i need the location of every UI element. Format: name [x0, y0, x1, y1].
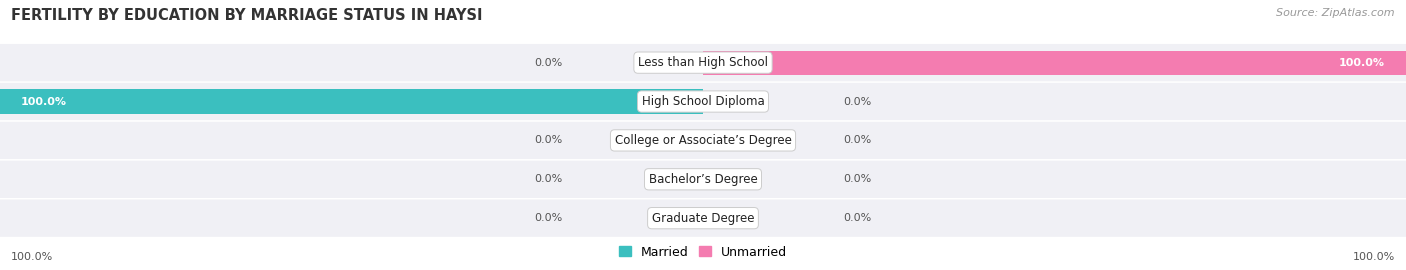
- Text: 0.0%: 0.0%: [534, 213, 562, 223]
- Text: College or Associate’s Degree: College or Associate’s Degree: [614, 134, 792, 147]
- FancyBboxPatch shape: [0, 83, 1406, 120]
- FancyBboxPatch shape: [0, 122, 1406, 159]
- FancyBboxPatch shape: [0, 200, 1406, 237]
- Text: Source: ZipAtlas.com: Source: ZipAtlas.com: [1277, 8, 1395, 18]
- Text: 100.0%: 100.0%: [1339, 58, 1385, 68]
- Text: Graduate Degree: Graduate Degree: [652, 212, 754, 225]
- Bar: [0, 89, 703, 114]
- Text: High School Diploma: High School Diploma: [641, 95, 765, 108]
- Text: 100.0%: 100.0%: [11, 252, 53, 262]
- Text: 0.0%: 0.0%: [844, 135, 872, 146]
- FancyBboxPatch shape: [0, 161, 1406, 198]
- Legend: Married, Unmarried: Married, Unmarried: [613, 241, 793, 264]
- Text: Less than High School: Less than High School: [638, 56, 768, 69]
- Text: 0.0%: 0.0%: [534, 135, 562, 146]
- Text: 100.0%: 100.0%: [1353, 252, 1395, 262]
- Text: 0.0%: 0.0%: [534, 58, 562, 68]
- Text: 100.0%: 100.0%: [21, 96, 67, 107]
- Text: 0.0%: 0.0%: [844, 174, 872, 184]
- Bar: [703, 50, 1406, 75]
- Text: 0.0%: 0.0%: [534, 174, 562, 184]
- Text: 0.0%: 0.0%: [844, 213, 872, 223]
- FancyBboxPatch shape: [0, 44, 1406, 81]
- Text: 0.0%: 0.0%: [844, 96, 872, 107]
- Text: FERTILITY BY EDUCATION BY MARRIAGE STATUS IN HAYSI: FERTILITY BY EDUCATION BY MARRIAGE STATU…: [11, 8, 482, 23]
- Text: Bachelor’s Degree: Bachelor’s Degree: [648, 173, 758, 186]
